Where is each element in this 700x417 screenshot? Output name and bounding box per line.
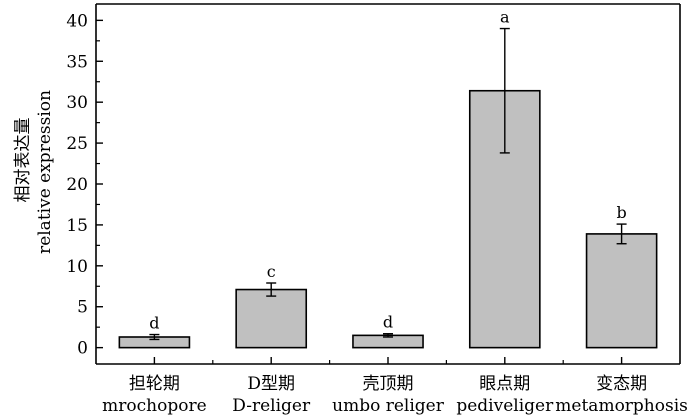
significance-label-4: a <box>500 8 510 27</box>
axes-layer <box>95 3 681 365</box>
x-tick-label-zh-5: 变态期 <box>596 374 647 394</box>
y-axis-label-en: relative expression <box>35 90 55 254</box>
bars-layer <box>118 89 658 349</box>
x-tick-label-zh-4: 眼点期 <box>479 374 530 394</box>
significance-label-2: c <box>267 262 276 281</box>
x-tick-label-zh-1: 担轮期 <box>129 374 180 394</box>
significance-label-1: d <box>149 314 159 333</box>
x-tick-label-en-1: mrochopore <box>102 396 207 416</box>
y-tick-label-30: 30 <box>66 93 88 113</box>
x-tick-label-en-2: D-religer <box>232 396 311 416</box>
y-axis-label-zh: 相对表达量 <box>13 118 33 203</box>
significance-label-5: b <box>616 203 626 222</box>
x-tick-label-zh-2: D型期 <box>247 374 295 394</box>
error-bars-layer <box>149 27 627 341</box>
y-tick-label-15: 15 <box>66 216 88 236</box>
significance-label-3: d <box>383 313 393 332</box>
x-tick-label-en-4: pediveliger <box>456 396 554 416</box>
y-tick-label-5: 5 <box>77 298 88 318</box>
y-tick-label-20: 20 <box>66 175 88 195</box>
y-tick-label-10: 10 <box>66 257 88 277</box>
x-tick-label-en-5: metamorphosis <box>555 396 688 416</box>
y-tick-label-25: 25 <box>66 134 88 154</box>
y-tick-label-35: 35 <box>66 52 88 72</box>
bar-2 <box>235 288 308 349</box>
x-tick-label-en-3: umbo religer <box>332 396 445 416</box>
y-tick-label-40: 40 <box>66 11 88 31</box>
y-tick-label-0: 0 <box>77 339 88 359</box>
bar-5 <box>585 233 658 349</box>
x-tick-label-zh-3: 壳顶期 <box>363 374 414 394</box>
